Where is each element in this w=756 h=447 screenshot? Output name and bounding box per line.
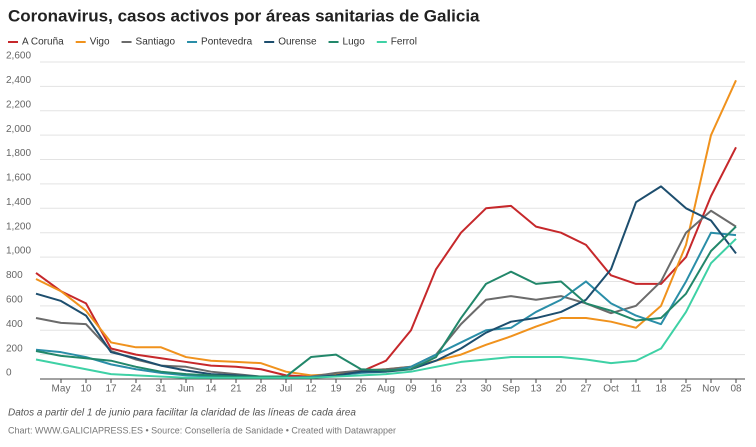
y-tick-label: 1,400 [6, 197, 31, 208]
x-tick-label: 17 [105, 384, 117, 395]
x-tick-label: 19 [330, 384, 342, 395]
chart-title: Coronavirus, casos activos por áreas san… [8, 6, 480, 25]
series-line [35, 146, 737, 378]
legend-label: Santiago [136, 37, 176, 48]
legend-label: Lugo [343, 37, 366, 48]
x-tick-label: 28 [255, 384, 267, 395]
x-tick-label: Nov [702, 384, 720, 395]
y-tick-label: 1,000 [6, 246, 31, 257]
y-tick-label: 400 [6, 319, 23, 330]
x-tick-label: 25 [680, 384, 692, 395]
y-tick-label: 2,400 [6, 75, 31, 86]
x-tick-label: Jun [178, 384, 194, 395]
x-tick-label: 27 [580, 384, 592, 395]
x-tick-label: 09 [405, 384, 417, 395]
series-line [35, 209, 737, 379]
x-tick-label: 10 [80, 384, 92, 395]
y-tick-label: 2,600 [6, 51, 31, 62]
x-tick-label: Sep [502, 384, 520, 395]
x-tick-label: 11 [631, 384, 642, 395]
x-tick-label: Aug [377, 384, 395, 395]
x-tick-label: May [52, 384, 71, 395]
x-tick-label: Oct [603, 384, 619, 395]
series-line [35, 225, 737, 378]
chart-note: Datos a partir del 1 de junio para facil… [8, 408, 356, 419]
y-tick-label: 800 [6, 270, 23, 281]
y-tick-label: 1,600 [6, 173, 31, 184]
x-tick-label: 30 [480, 384, 492, 395]
series-line [35, 185, 737, 379]
legend-label: A Coruña [22, 37, 64, 48]
chart-source: Chart: WWW.GALICIAPRESS.ES • Source: Con… [8, 425, 396, 435]
x-tick-label: 14 [205, 384, 217, 395]
x-tick-label: 08 [730, 384, 742, 395]
y-tick-label: 2,000 [6, 124, 31, 135]
y-tick-label: 1,800 [6, 148, 31, 159]
y-tick-label: 600 [6, 294, 23, 305]
x-tick-label: 26 [355, 384, 367, 395]
series-line [35, 238, 737, 379]
series-line [35, 79, 737, 377]
y-tick-label: 1,200 [6, 221, 31, 232]
x-tick-label: 23 [455, 384, 467, 395]
x-tick-label: 13 [530, 384, 542, 395]
x-tick-label: 21 [230, 384, 242, 395]
x-tick-label: 16 [430, 384, 442, 395]
x-tick-label: 31 [155, 384, 167, 395]
x-tick-label: Jul [280, 384, 293, 395]
x-tick-label: 20 [555, 384, 567, 395]
legend-label: Ferrol [391, 37, 417, 48]
x-tick-label: 12 [305, 384, 317, 395]
x-tick-label: 18 [655, 384, 667, 395]
legend-label: Vigo [90, 37, 110, 48]
y-tick-label: 200 [6, 343, 23, 354]
legend-label: Pontevedra [201, 37, 253, 48]
x-tick-label: 24 [130, 384, 142, 395]
y-tick-label: 0 [6, 368, 12, 379]
y-tick-label: 2,200 [6, 99, 31, 110]
legend-label: Ourense [278, 37, 317, 48]
